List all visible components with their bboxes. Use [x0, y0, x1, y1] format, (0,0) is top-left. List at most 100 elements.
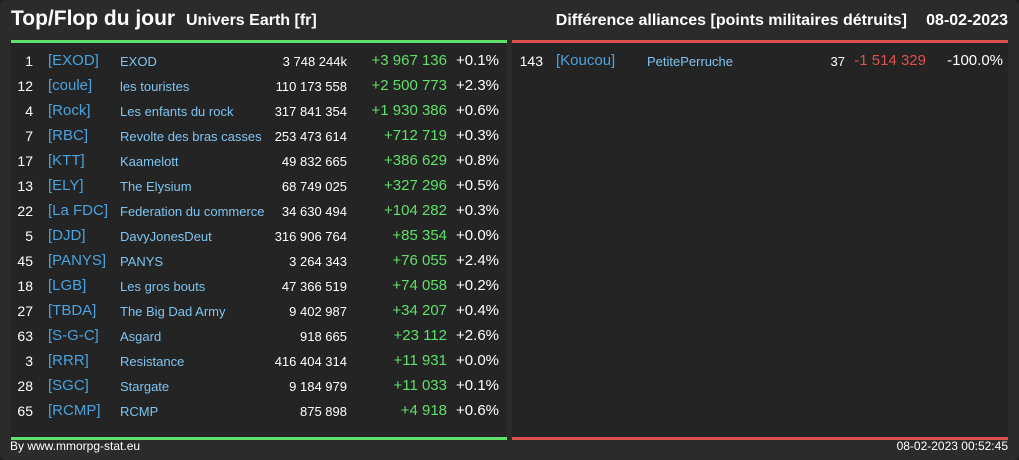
difference-cell: +1 930 386 [371, 102, 448, 119]
percent-cell: -100.0% [947, 52, 1003, 69]
percent-cell: +0.3% [456, 202, 499, 219]
percent-cell: +0.2% [456, 277, 499, 294]
alliance-name-link[interactable]: Stargate [120, 379, 170, 394]
alliance-name-link[interactable]: PANYS [120, 254, 164, 269]
alliance-name-link[interactable]: Federation du commerce [120, 204, 265, 219]
rank-cell: 143 [519, 53, 543, 69]
points-cell: 3 264 343 [289, 254, 347, 269]
difference-cell: +104 282 [384, 202, 447, 219]
difference-cell: +76 055 [392, 252, 447, 269]
table-row: 143 [Koucou] PetitePerruche 37 -1 514 329 -10… [512, 48, 1008, 73]
alliance-tag-link[interactable]: [La FDC] [48, 202, 109, 219]
alliance-name-link[interactable]: DavyJonesDeut [120, 229, 212, 244]
rank-cell: 5 [25, 228, 33, 244]
table-row: 7 [RBC] Revolte des bras casses 253 473 614… [11, 123, 507, 148]
rank-cell: 7 [25, 128, 33, 144]
rank-cell: 12 [17, 78, 33, 94]
alliance-name-link[interactable]: Resistance [120, 354, 185, 369]
points-cell: 37 [830, 54, 845, 69]
rank-cell: 45 [17, 253, 33, 269]
alliance-tag-link[interactable]: [Koucou] [556, 52, 616, 69]
footer-timestamp: 08-02-2023 00:52:45 [896, 439, 1008, 453]
alliance-tag-link[interactable]: [PANYS] [48, 252, 107, 269]
points-cell: 9 402 987 [289, 304, 347, 319]
alliance-tag-link[interactable]: [S-G-C] [48, 327, 99, 344]
table-row: 28 [SGC] Stargate 9 184 979 +11 033 +0.1% [11, 373, 507, 398]
percent-cell: +0.6% [456, 402, 499, 419]
alliance-tag-link[interactable]: [SGC] [48, 377, 89, 394]
alliance-name-link[interactable]: The Big Dad Army [120, 304, 226, 319]
points-cell: 416 404 314 [274, 354, 347, 369]
alliance-tag-link[interactable]: [LGB] [48, 277, 87, 294]
alliance-tag-link[interactable]: [coule] [48, 77, 93, 94]
table-row: 4 [Rock] Les enfants du rock 317 841 354 +1 … [11, 98, 507, 123]
table-row: 12 [coule] les touristes 110 173 558 +2 500 … [11, 73, 507, 98]
difference-cell: +85 354 [392, 227, 447, 244]
rank-cell: 18 [17, 278, 33, 294]
difference-cell: -1 514 329 [854, 52, 926, 69]
points-cell: 317 841 354 [274, 104, 347, 119]
rank-cell: 65 [17, 403, 33, 419]
points-cell: 110 173 558 [275, 79, 347, 94]
rank-cell: 3 [25, 353, 33, 369]
points-cell: 49 832 665 [281, 154, 347, 169]
table-row: 18 [LGB] Les gros bouts 47 366 519 +74 058 +0… [11, 273, 507, 298]
alliance-tag-link[interactable]: [DJD] [48, 227, 86, 244]
points-cell: 68 749 025 [281, 179, 347, 194]
alliance-tag-link[interactable]: [RRR] [48, 352, 89, 369]
rank-cell: 1 [25, 53, 33, 69]
points-cell: 34 630 494 [281, 204, 347, 219]
header: Top/Flop du jour Univers Earth [fr] Diff… [0, 0, 1019, 40]
percent-cell: +2.4% [456, 252, 499, 269]
table-row: 1 [EXOD] EXOD 3 748 244k +3 967 136 +0.1% [11, 48, 507, 73]
points-cell: 253 473 614 [274, 129, 347, 144]
universe-subtitle: Univers Earth [fr] [186, 12, 317, 29]
rank-cell: 63 [17, 328, 33, 344]
difference-cell: +712 719 [384, 127, 447, 144]
alliance-tag-link[interactable]: [KTT] [48, 152, 85, 169]
difference-cell: +11 931 [393, 352, 447, 369]
alliance-name-link[interactable]: Les enfants du rock [120, 104, 234, 119]
alliance-name-link[interactable]: Kaamelott [120, 154, 179, 169]
difference-cell: +74 058 [392, 277, 447, 294]
table-row: 22 [La FDC] Federation du commerce 34 630 4… [11, 198, 507, 223]
alliance-name-link[interactable]: Les gros bouts [120, 279, 206, 294]
table-row: 13 [ELY] The Elysium 68 749 025 +327 296 +0.5… [11, 173, 507, 198]
difference-cell: +386 629 [384, 152, 447, 169]
alliance-tag-link[interactable]: [RBC] [48, 127, 89, 144]
table-row: 65 [RCMP] RCMP 875 898 +4 918 +0.6% [11, 398, 507, 423]
page-title: Top/Flop du jour [11, 7, 176, 30]
alliance-name-link[interactable]: Asgard [120, 329, 162, 344]
percent-cell: +2.3% [456, 77, 499, 94]
difference-cell: +23 112 [393, 327, 447, 344]
percent-cell: +0.4% [456, 302, 499, 319]
footer-source[interactable]: By www.mmorpg-stat.eu [10, 439, 141, 453]
alliance-name-link[interactable]: Revolte des bras casses [120, 129, 262, 144]
table-row: 63 [S-G-C] Asgard 918 665 +23 112 +2.6% [11, 323, 507, 348]
points-cell: 875 898 [300, 404, 347, 419]
alliance-name-link[interactable]: PetitePerruche [647, 54, 733, 69]
table-row: 17 [KTT] Kaamelott 49 832 665 +386 629 +0.8% [11, 148, 507, 173]
points-cell: 3 748 244k [282, 54, 347, 69]
difference-cell: +34 207 [392, 302, 447, 319]
table-row: 27 [TBDA] The Big Dad Army 9 402 987 +34 207… [11, 298, 507, 323]
percent-cell: +0.1% [456, 52, 499, 69]
table-row: 3 [RRR] Resistance 416 404 314 +11 931 +0.0% [11, 348, 507, 373]
alliance-tag-link[interactable]: [Rock] [48, 102, 91, 119]
alliance-tag-link[interactable]: [ELY] [48, 177, 84, 194]
rank-cell: 4 [25, 103, 33, 119]
percent-cell: +0.5% [456, 177, 499, 194]
alliance-name-link[interactable]: RCMP [120, 404, 159, 419]
rank-cell: 13 [17, 178, 33, 194]
alliance-name-link[interactable]: The Elysium [120, 179, 192, 194]
alliance-tag-link[interactable]: [TBDA] [48, 302, 97, 319]
alliance-tag-link[interactable]: [RCMP] [48, 402, 101, 419]
table-row: 5 [DJD] DavyJonesDeut 316 906 764 +85 354 +0.… [11, 223, 507, 248]
percent-cell: +2.6% [456, 327, 499, 344]
alliance-name-link[interactable]: les touristes [120, 79, 190, 94]
alliance-name-link[interactable]: EXOD [120, 54, 157, 69]
difference-cell: +3 967 136 [371, 52, 448, 69]
rank-cell: 17 [17, 153, 33, 169]
alliance-tag-link[interactable]: [EXOD] [48, 52, 99, 69]
